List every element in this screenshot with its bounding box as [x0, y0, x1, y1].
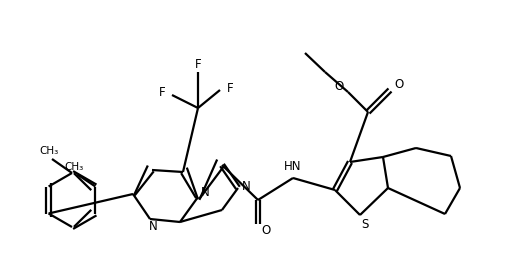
- Text: F: F: [227, 81, 233, 95]
- Text: S: S: [361, 218, 369, 232]
- Text: CH₃: CH₃: [65, 162, 84, 172]
- Text: F: F: [195, 58, 201, 70]
- Text: CH₃: CH₃: [40, 146, 58, 156]
- Text: N: N: [242, 180, 250, 192]
- Text: HN: HN: [284, 159, 302, 173]
- Text: N: N: [201, 187, 209, 199]
- Text: F: F: [158, 87, 165, 99]
- Text: O: O: [334, 80, 343, 94]
- Text: N: N: [149, 219, 157, 233]
- Text: O: O: [394, 79, 404, 91]
- Text: O: O: [262, 224, 271, 236]
